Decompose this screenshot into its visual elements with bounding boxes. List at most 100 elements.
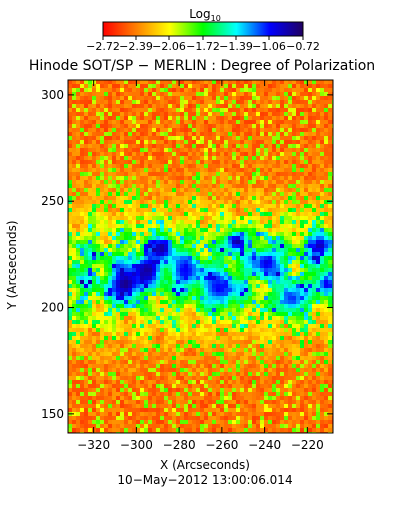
heatmap-cell [108,120,112,124]
heatmap-cell [284,128,288,132]
heatmap-cell [304,228,308,232]
heatmap-cell [236,256,240,260]
heatmap-cell [212,232,216,236]
heatmap-cell [128,316,132,320]
heatmap-cell [172,132,176,136]
heatmap-cell [224,360,228,364]
heatmap-cell [300,364,304,368]
heatmap-cell [244,84,248,88]
heatmap-cell [92,292,96,296]
heatmap-cell [324,144,328,148]
heatmap-cell [208,228,212,232]
heatmap-cell [200,144,204,148]
heatmap-cell [256,236,260,240]
heatmap-cell [104,180,108,184]
heatmap-cell [68,316,72,320]
heatmap-cell [124,84,128,88]
heatmap-cell [108,204,112,208]
heatmap-cell [276,124,280,128]
heatmap-cell [204,276,208,280]
heatmap-cell [248,364,252,368]
heatmap-cell [288,160,292,164]
heatmap-cell [92,184,96,188]
heatmap-cell [192,236,196,240]
heatmap-cell [300,260,304,264]
heatmap-cell [216,292,220,296]
heatmap-cell [140,180,144,184]
heatmap-cell [248,112,252,116]
heatmap-cell [116,264,120,268]
heatmap-cell [320,316,324,320]
heatmap-cell [84,376,88,380]
heatmap-cell [236,168,240,172]
heatmap-cell [188,244,192,248]
heatmap-cell [164,276,168,280]
heatmap-cell [132,328,136,332]
heatmap-cell [68,156,72,160]
heatmap-cell [184,320,188,324]
heatmap-cell [88,372,92,376]
heatmap-cell [104,364,108,368]
heatmap-cell [220,336,224,340]
heatmap-cell [224,168,228,172]
colorbar-tick-label: −2.39 [119,40,153,53]
heatmap-cell [152,368,156,372]
heatmap-cell [112,368,116,372]
heatmap-cell [116,248,120,252]
heatmap-cell [244,212,248,216]
heatmap-cell [304,220,308,224]
heatmap-cell [160,292,164,296]
heatmap-cell [148,256,152,260]
heatmap-cell [308,372,312,376]
heatmap-cell [80,164,84,168]
heatmap-cell [276,248,280,252]
heatmap-cell [112,340,116,344]
heatmap-cell [220,276,224,280]
heatmap-cell [328,324,332,328]
heatmap-cell [264,224,268,228]
heatmap-cell [224,92,228,96]
heatmap-cell [320,96,324,100]
heatmap-cell [180,136,184,140]
heatmap-cell [224,108,228,112]
heatmap-cell [228,120,232,124]
heatmap-cell [80,348,84,352]
heatmap-cell [296,252,300,256]
heatmap-cell [252,84,256,88]
heatmap-cell [108,256,112,260]
heatmap-cell [324,168,328,172]
heatmap-cell [236,300,240,304]
heatmap-cell [92,228,96,232]
heatmap-cell [124,144,128,148]
heatmap-cell [324,372,328,376]
heatmap-cell [172,236,176,240]
heatmap-cell [292,228,296,232]
heatmap-cell [328,260,332,264]
heatmap-cell [308,296,312,300]
heatmap-cell [192,232,196,236]
heatmap-cell [144,296,148,300]
heatmap-cell [324,196,328,200]
heatmap-cell [100,168,104,172]
heatmap-cell [72,120,76,124]
heatmap-cell [256,176,260,180]
heatmap-cell [324,236,328,240]
heatmap-cell [244,348,248,352]
heatmap-cell [248,104,252,108]
heatmap-cell [68,128,72,132]
heatmap-cell [84,220,88,224]
heatmap-cell [156,296,160,300]
heatmap-cell [256,140,260,144]
heatmap-cell [252,168,256,172]
heatmap-cell [268,188,272,192]
heatmap-cell [104,112,108,116]
heatmap-cell [108,116,112,120]
heatmap-cell [272,240,276,244]
heatmap-cell [252,184,256,188]
heatmap-cell [72,340,76,344]
heatmap-cell [260,120,264,124]
heatmap-cell [292,276,296,280]
heatmap-cell [104,136,108,140]
heatmap-cell [216,328,220,332]
heatmap-cell [320,260,324,264]
